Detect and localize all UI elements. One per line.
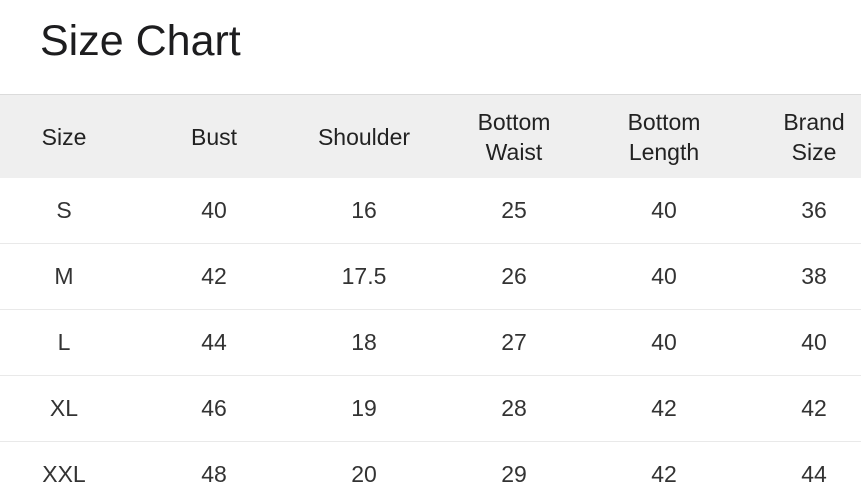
- table-row-xl: XL 46 19 28 42 42: [0, 375, 861, 442]
- bust-cell: 48: [139, 441, 289, 502]
- table-row-m: M 42 17.5 26 40 38: [0, 243, 861, 310]
- bust-cell: 44: [139, 309, 289, 376]
- bust-cell: 46: [139, 375, 289, 442]
- bottom-length-cell: 40: [589, 243, 739, 310]
- table-row-l: L 44 18 27 40 40: [0, 309, 861, 376]
- bottom-length-cell: 42: [589, 375, 739, 442]
- shoulder-cell: 19: [289, 375, 439, 442]
- table-row-s: S 40 16 25 40 36: [0, 178, 861, 244]
- bottom-length-cell: 40: [589, 309, 739, 376]
- bust-cell: 42: [139, 243, 289, 310]
- header-row: Size Bust Shoulder Bottom Waist Bottom L…: [0, 94, 861, 178]
- shoulder-cell: 18: [289, 309, 439, 376]
- page-title: Size Chart: [40, 17, 241, 65]
- brand-size-cell: 44: [739, 441, 861, 502]
- column-header-bust: Bust: [139, 94, 289, 178]
- column-header-shoulder: Shoulder: [289, 94, 439, 178]
- brand-size-cell: 36: [739, 178, 861, 244]
- bottom-waist-cell: 27: [439, 309, 589, 376]
- size-label-cell: S: [0, 178, 139, 244]
- size-chart-table-container: Size Bust Shoulder Bottom Waist Bottom L…: [0, 94, 861, 502]
- size-label-cell: XXL: [0, 441, 139, 502]
- brand-size-cell: 38: [739, 243, 861, 310]
- table-row-xxl: XXL 48 20 29 42 44: [0, 441, 861, 502]
- size-label-cell: M: [0, 243, 139, 310]
- column-header-size: Size: [0, 94, 139, 178]
- column-header-bottom-waist: Bottom Waist: [439, 94, 589, 178]
- shoulder-cell: 16: [289, 178, 439, 244]
- bottom-waist-cell: 25: [439, 178, 589, 244]
- size-label-cell: XL: [0, 375, 139, 442]
- bottom-length-cell: 40: [589, 178, 739, 244]
- size-label-cell: L: [0, 309, 139, 376]
- bust-cell: 40: [139, 178, 289, 244]
- size-chart-table: Size Bust Shoulder Bottom Waist Bottom L…: [0, 94, 861, 502]
- bottom-waist-cell: 26: [439, 243, 589, 310]
- brand-size-cell: 42: [739, 375, 861, 442]
- column-header-bottom-length: Bottom Length: [589, 94, 739, 178]
- bottom-waist-cell: 29: [439, 441, 589, 502]
- brand-size-cell: 40: [739, 309, 861, 376]
- shoulder-cell: 17.5: [289, 243, 439, 310]
- bottom-length-cell: 42: [589, 441, 739, 502]
- bottom-waist-cell: 28: [439, 375, 589, 442]
- shoulder-cell: 20: [289, 441, 439, 502]
- column-header-brand-size: Brand Size: [739, 94, 861, 178]
